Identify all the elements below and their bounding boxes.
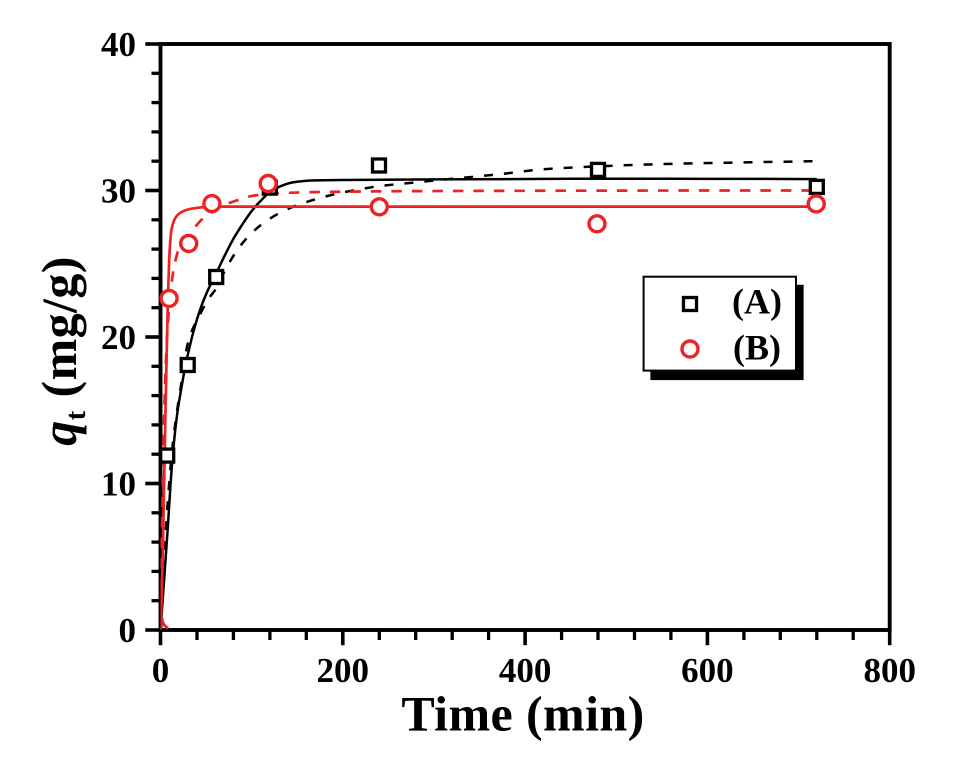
svg-text:0: 0 xyxy=(152,651,170,690)
svg-text:200: 200 xyxy=(317,651,370,690)
svg-text:600: 600 xyxy=(681,651,734,690)
svg-text:(B): (B) xyxy=(733,328,781,368)
svg-text:Time (min): Time (min) xyxy=(401,686,644,742)
svg-text:(A): (A) xyxy=(732,282,782,322)
svg-text:0: 0 xyxy=(119,611,137,650)
svg-text:800: 800 xyxy=(863,651,916,690)
svg-text:400: 400 xyxy=(499,651,552,690)
svg-text:40: 40 xyxy=(101,25,136,64)
svg-text:20: 20 xyxy=(101,318,136,357)
svg-text:30: 30 xyxy=(101,172,136,211)
svg-text:qt (mg/g): qt (mg/g) xyxy=(31,256,92,446)
svg-text:10: 10 xyxy=(101,465,136,504)
